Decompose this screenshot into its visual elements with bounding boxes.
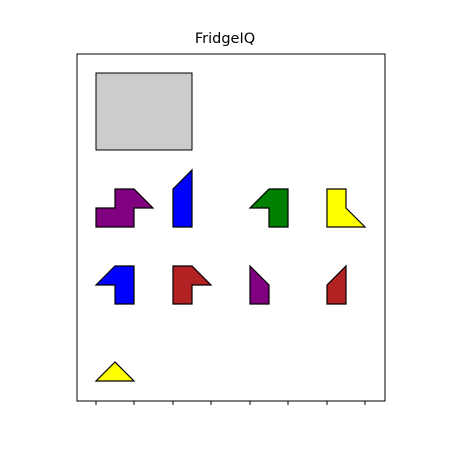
piece-red-wedge[interactable] (326, 264, 347, 305)
piece-blue-hook[interactable] (94, 265, 135, 305)
piece-red-hook[interactable] (172, 265, 213, 305)
piece-blue-tall[interactable] (172, 168, 193, 228)
piece-yellow-boot[interactable] (326, 188, 367, 228)
target-area (95, 72, 193, 151)
piece-purple-wedge[interactable] (249, 264, 270, 305)
piece-yellow-triangle[interactable] (94, 361, 136, 382)
game-title: FridgeIQ (194, 31, 256, 47)
piece-purple-step[interactable] (95, 188, 155, 228)
x-axis-ticks (95, 401, 366, 405)
piece-green-hook[interactable] (248, 188, 289, 228)
